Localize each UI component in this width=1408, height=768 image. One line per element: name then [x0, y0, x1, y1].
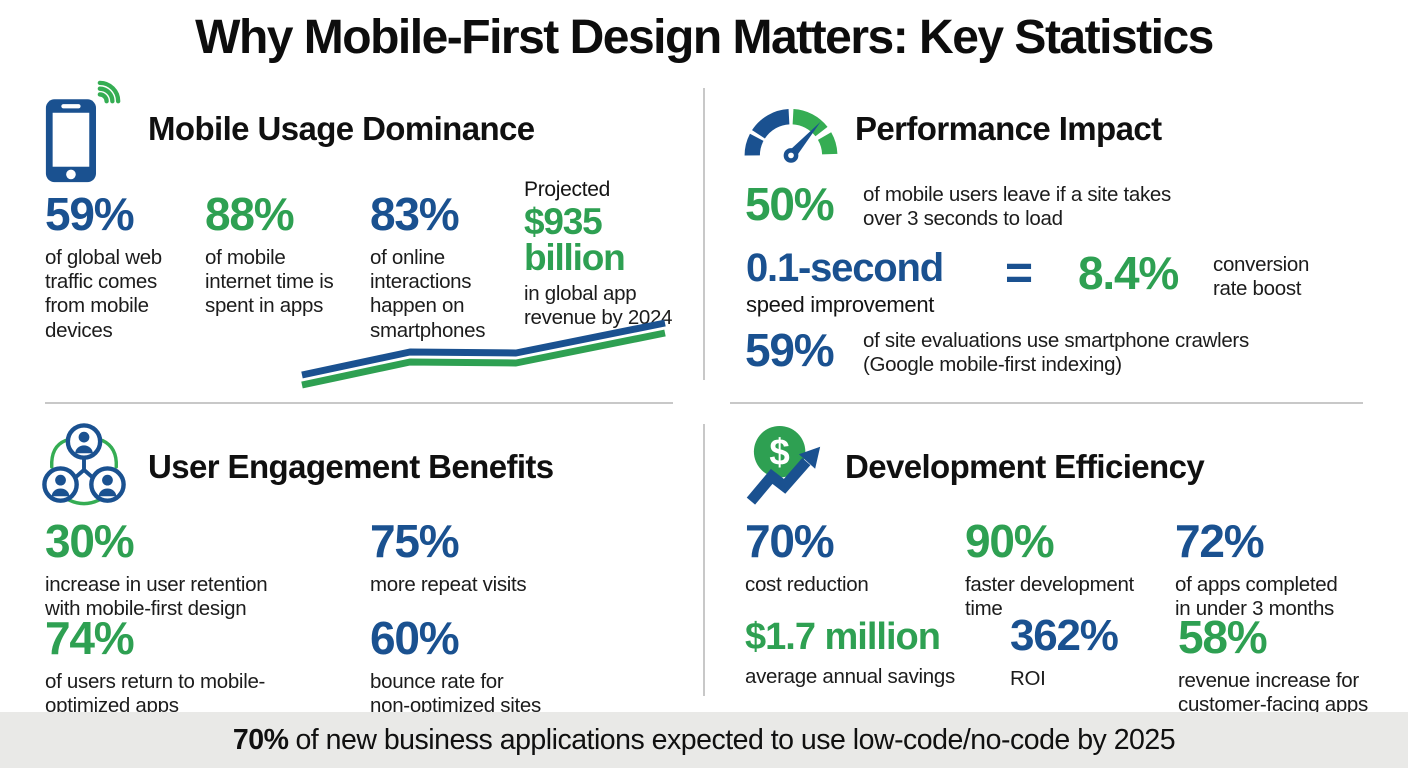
- section-heading-development: Development Efficiency: [845, 448, 1205, 485]
- stat-sublabel: speed improvement: [746, 292, 935, 317]
- projection-unit: billion: [524, 237, 626, 279]
- dollar-growth-icon: $: [743, 422, 837, 521]
- stat-bounce-rate: 60% bounce rate for non-optimized sites: [370, 615, 670, 718]
- stat-desc: of mobile internet time is spent in apps: [205, 246, 334, 318]
- stat-conversion-boost-desc: conversion rate boost: [1213, 253, 1363, 301]
- stat-desc: cost reduction: [745, 573, 869, 596]
- stat-speed-improvement: 0.1-second speed improvement: [746, 248, 1006, 318]
- stat-desc: faster development time: [965, 573, 1134, 621]
- stat-desc: of mobile users leave if a site takes ov…: [863, 183, 1171, 231]
- stat-user-return: 74% of users return to mobile- optimized…: [45, 615, 365, 718]
- stat-desc: of site evaluations use smartphone crawl…: [863, 329, 1249, 377]
- stat-faster-development: 90% faster development time: [965, 518, 1175, 621]
- stat-repeat-visits: 75% more repeat visits: [370, 518, 670, 597]
- stat-desc: conversion rate boost: [1213, 253, 1310, 301]
- page-title: Why Mobile-First Design Matters: Key Sta…: [195, 11, 1214, 64]
- trend-line-chart: [295, 312, 670, 402]
- stat-value: 362%: [1010, 611, 1119, 660]
- stat-desc: bounce rate for non-optimized sites: [370, 670, 541, 718]
- stat-app-revenue-projection: Projected $935 billion in global app rev…: [524, 178, 689, 330]
- stat-conversion-boost: 8.4%: [1078, 250, 1208, 305]
- stat-value: $1.7 million: [745, 616, 941, 658]
- section-heading-performance: Performance Impact: [855, 110, 1162, 147]
- footer-banner: 70% of new business applications expecte…: [0, 712, 1408, 768]
- stat-value: 8.4%: [1078, 247, 1179, 299]
- projection-amount: $935: [524, 201, 603, 242]
- stat-value: 58%: [1178, 611, 1268, 663]
- section-heading-engagement: User Engagement Benefits: [148, 448, 554, 485]
- stat-value: 90%: [965, 515, 1055, 567]
- stat-value: 59%: [45, 188, 135, 240]
- divider-vertical-top: [703, 88, 705, 380]
- stat-value: 74%: [45, 612, 135, 664]
- stat-cost-reduction: 70% cost reduction: [745, 518, 955, 597]
- footer-highlight: 70%: [232, 723, 289, 756]
- stat-desc: of apps completed in under 3 months: [1175, 573, 1338, 621]
- stat-roi: 362% ROI: [1010, 614, 1160, 691]
- divider-horizontal-right: [730, 402, 1363, 404]
- stat-value: 30%: [45, 515, 135, 567]
- stat-value: 70%: [745, 515, 835, 567]
- stat-value: 0.1-second: [746, 246, 944, 290]
- section-heading-mobile-usage: Mobile Usage Dominance: [148, 110, 535, 147]
- stat-desc: average annual savings: [745, 665, 955, 688]
- stat-revenue-increase: 58% revenue increase for customer-facing…: [1178, 614, 1393, 717]
- stat-value: 59%: [745, 324, 835, 376]
- equals-sign: =: [1005, 247, 1034, 300]
- projection-label: Projected: [524, 178, 611, 201]
- speedometer-icon: [740, 92, 842, 179]
- stat-desc: more repeat visits: [370, 573, 527, 596]
- footer-text: of new business applications expected to…: [295, 723, 1176, 756]
- smartphone-signal-icon: [42, 80, 124, 191]
- stat-desc: of users return to mobile- optimized app…: [45, 670, 266, 718]
- stat-app-time: 88% of mobile internet time is spent in …: [205, 191, 363, 319]
- stat-annual-savings: $1.7 million average annual savings: [745, 618, 995, 689]
- stat-user-retention: 30% increase in user retention with mobi…: [45, 518, 365, 621]
- divider-horizontal-left: [45, 402, 673, 404]
- stat-value: 72%: [1175, 515, 1265, 567]
- divider-vertical-bottom: [703, 424, 705, 696]
- stat-value: 83%: [370, 188, 460, 240]
- stat-desc: revenue increase for customer-facing app…: [1178, 669, 1368, 717]
- stat-global-web-traffic: 59% of global web traffic comes from mob…: [45, 191, 203, 343]
- stat-value: 50%: [745, 178, 835, 230]
- stat-apps-completed: 72% of apps completed in under 3 months: [1175, 518, 1385, 621]
- stat-load-abandonment-desc: of mobile users leave if a site takes ov…: [863, 183, 1343, 231]
- stat-online-interactions: 83% of online interactions happen on sma…: [370, 191, 528, 343]
- stat-load-abandonment: 50%: [745, 181, 857, 236]
- stat-desc: increase in user retention with mobile-f…: [45, 573, 268, 621]
- stat-value: 75%: [370, 515, 460, 567]
- stat-desc: ROI: [1010, 667, 1046, 690]
- stat-value: 88%: [205, 188, 295, 240]
- users-network-icon: [40, 418, 128, 516]
- stat-smartphone-crawlers-desc: of site evaluations use smartphone crawl…: [863, 329, 1363, 377]
- stat-value: 60%: [370, 612, 460, 664]
- stat-desc: of online interactions happen on smartph…: [370, 246, 486, 342]
- stat-smartphone-crawlers: 59%: [745, 327, 857, 382]
- svg-text:$: $: [769, 432, 789, 473]
- stat-desc: of global web traffic comes from mobile …: [45, 246, 162, 342]
